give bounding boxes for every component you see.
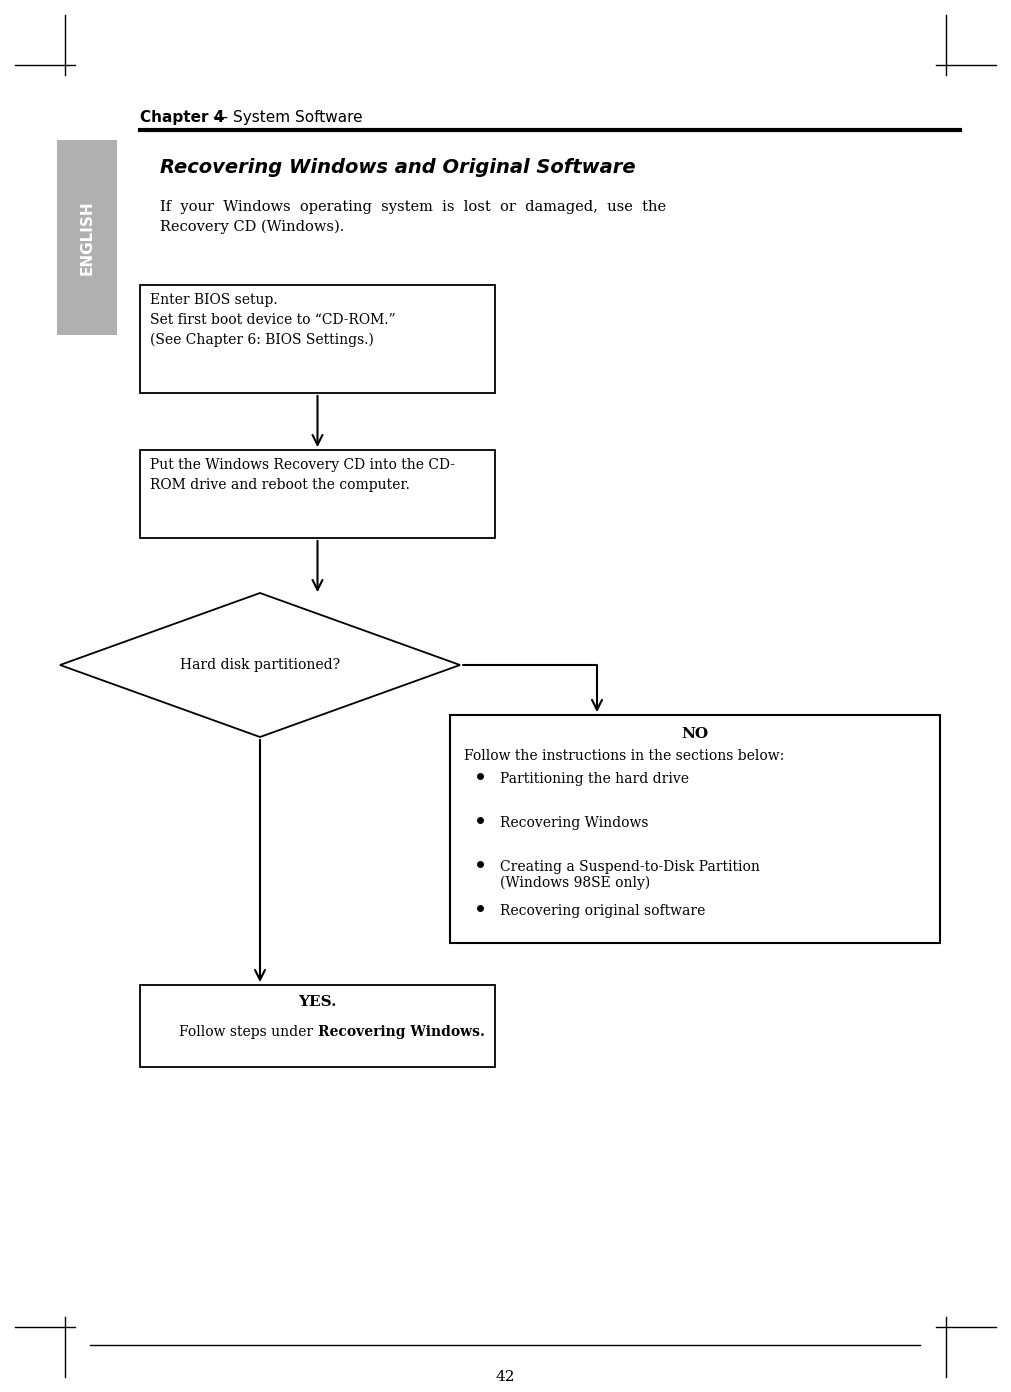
Text: 42: 42 <box>495 1370 516 1384</box>
Text: Creating a Suspend-to-Disk Partition: Creating a Suspend-to-Disk Partition <box>500 860 760 874</box>
Text: Partitioning the hard drive: Partitioning the hard drive <box>500 773 690 786</box>
Text: Follow steps under: Follow steps under <box>179 1025 317 1038</box>
Text: (Windows 98SE only): (Windows 98SE only) <box>500 876 650 891</box>
Text: Enter BIOS setup.
Set first boot device to “CD-ROM.”
(See Chapter 6: BIOS Settin: Enter BIOS setup. Set first boot device … <box>150 292 395 347</box>
FancyBboxPatch shape <box>57 141 117 335</box>
Text: Recovering original software: Recovering original software <box>500 903 706 917</box>
Text: ENGLISH: ENGLISH <box>80 200 94 274</box>
FancyBboxPatch shape <box>140 285 495 393</box>
Text: NO: NO <box>681 727 709 741</box>
FancyBboxPatch shape <box>140 450 495 537</box>
Text: Recovering Windows: Recovering Windows <box>500 816 648 830</box>
Text: Recovering Windows.: Recovering Windows. <box>317 1025 484 1038</box>
Polygon shape <box>60 593 460 736</box>
FancyBboxPatch shape <box>450 715 940 942</box>
Text: Follow the instructions in the sections below:: Follow the instructions in the sections … <box>464 749 785 763</box>
Text: Hard disk partitioned?: Hard disk partitioned? <box>180 658 340 672</box>
Text: — System Software: — System Software <box>208 110 363 125</box>
Text: If  your  Windows  operating  system  is  lost  or  damaged,  use  the: If your Windows operating system is lost… <box>160 200 666 214</box>
FancyBboxPatch shape <box>140 986 495 1068</box>
Text: YES.: YES. <box>298 995 337 1009</box>
Text: Chapter 4: Chapter 4 <box>140 110 224 125</box>
Text: Recovery CD (Windows).: Recovery CD (Windows). <box>160 220 345 234</box>
Text: Recovering Windows and Original Software: Recovering Windows and Original Software <box>160 159 636 177</box>
Text: Put the Windows Recovery CD into the CD-
ROM drive and reboot the computer.: Put the Windows Recovery CD into the CD-… <box>150 458 455 491</box>
